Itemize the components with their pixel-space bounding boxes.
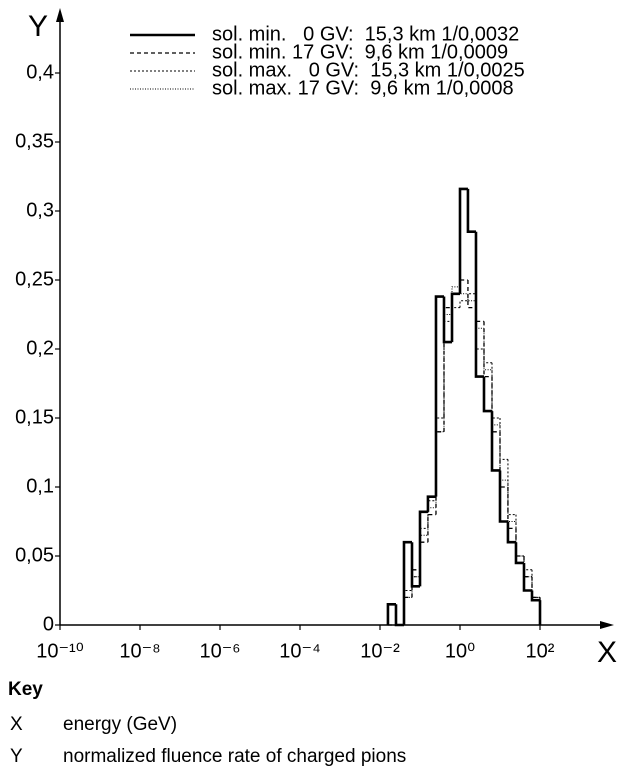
histogram-step [411, 569, 420, 598]
y-tick-label: 0,4 [26, 61, 54, 83]
histogram-step [530, 590, 540, 602]
histogram-step [507, 459, 516, 516]
histogram-step [451, 286, 460, 315]
y-axis-label: Y [28, 10, 48, 43]
histogram-step [451, 307, 460, 322]
histogram-step [482, 376, 493, 413]
x-tick-label: 10² [526, 640, 555, 662]
histogram-step [531, 576, 540, 598]
histogram-step [483, 349, 493, 364]
histogram-step [515, 528, 524, 557]
histogram-step [475, 300, 484, 329]
key-symbol: X [10, 714, 23, 735]
histogram-step [435, 417, 444, 501]
y-tick-label: 0 [43, 613, 54, 635]
y-axis-arrow [56, 8, 64, 22]
histogram-step [491, 369, 500, 426]
histogram-step [483, 321, 493, 378]
histogram-step [458, 187, 468, 294]
key-symbol: Y [10, 746, 23, 767]
x-tick-label: 10⁻¹⁰ [36, 640, 83, 662]
histogram-step [523, 556, 533, 571]
legend-label: sol. max. 17 GV: 9,6 km 1/0,0008 [212, 77, 514, 99]
x-tick-label: 10⁻² [360, 640, 400, 662]
x-tick-label: 10⁻⁶ [199, 640, 240, 662]
histogram-step [491, 362, 500, 419]
histogram-step [507, 480, 516, 522]
histogram-step [498, 470, 508, 523]
histogram-step [467, 293, 476, 301]
histogram-step [427, 507, 436, 536]
histogram-step [450, 292, 460, 343]
histogram-step [435, 431, 444, 508]
histogram-step [443, 314, 453, 432]
key-title: Key [8, 679, 43, 700]
x-axis-arrow [600, 621, 614, 629]
histogram-step [475, 293, 484, 350]
histogram-step [386, 603, 396, 625]
histogram-step [403, 596, 413, 625]
histogram-step [411, 576, 420, 598]
histogram-step [523, 556, 533, 578]
y-tick-label: 0,1 [26, 475, 54, 497]
histogram-step [418, 510, 428, 587]
y-tick-label: 0,35 [15, 130, 54, 152]
legend-label: sol. max. 0 GV: 15,3 km 1/0,0025 [212, 59, 525, 81]
histogram-step [467, 280, 476, 309]
histogram-step [459, 300, 468, 308]
x-tick-label: 10⁰ [445, 640, 475, 662]
x-tick-label: 10⁻⁴ [279, 640, 320, 662]
y-tick-label: 0,15 [15, 406, 54, 428]
legend-label: sol. min. 17 GV: 9,6 km 1/0,0009 [212, 41, 508, 63]
histogram-step [483, 328, 493, 371]
x-tick-label: 10⁻⁸ [119, 640, 160, 662]
histogram-step [443, 306, 453, 432]
y-tick-label: 0,25 [15, 268, 54, 290]
histogram-step [434, 295, 444, 497]
histogram-step [499, 418, 508, 460]
histogram-step [466, 188, 476, 233]
histogram-step [515, 514, 524, 557]
histogram-step [474, 231, 484, 378]
y-tick-label: 0,2 [26, 337, 54, 359]
y-tick-label: 0,3 [26, 199, 54, 221]
histogram-step [426, 495, 436, 512]
histogram-step [531, 569, 540, 598]
key-text: normalized fluence rate of charged pions [63, 746, 406, 767]
histogram-step [506, 521, 516, 544]
histogram-step [514, 542, 524, 565]
histogram-step [419, 527, 428, 577]
legend-label: sol. min. 0 GV: 15,3 km 1/0,0032 [212, 23, 519, 45]
histogram-step [427, 500, 436, 529]
histogram-step [490, 411, 500, 472]
key-text: energy (GeV) [63, 714, 177, 735]
x-axis-label: X [597, 636, 617, 669]
y-tick-label: 0,05 [15, 544, 54, 566]
histogram-step [499, 424, 508, 481]
histogram-step [427, 513, 436, 543]
